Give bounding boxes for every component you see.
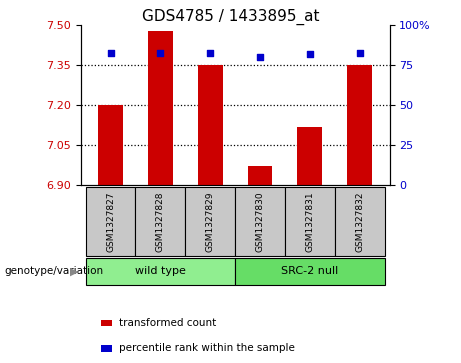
- Text: GSM1327830: GSM1327830: [255, 191, 265, 252]
- Bar: [148, 31, 173, 185]
- Bar: [285, 187, 335, 256]
- Text: GSM1327827: GSM1327827: [106, 191, 115, 252]
- Text: genotype/variation: genotype/variation: [5, 266, 104, 276]
- Point: [107, 50, 114, 56]
- Bar: [248, 167, 272, 185]
- Point: [157, 50, 164, 56]
- Text: GSM1327832: GSM1327832: [355, 191, 364, 252]
- Text: wild type: wild type: [135, 266, 186, 276]
- Bar: [235, 187, 285, 256]
- Bar: [297, 127, 322, 185]
- Bar: [335, 187, 384, 256]
- Text: percentile rank within the sample: percentile rank within the sample: [119, 343, 295, 354]
- Text: GSM1327831: GSM1327831: [305, 191, 314, 252]
- Bar: [235, 258, 384, 285]
- Text: GDS4785 / 1433895_at: GDS4785 / 1433895_at: [142, 9, 319, 25]
- Bar: [198, 65, 223, 185]
- Bar: [136, 187, 185, 256]
- Point: [306, 51, 313, 57]
- Bar: [86, 258, 235, 285]
- Text: transformed count: transformed count: [119, 318, 216, 328]
- Point: [207, 50, 214, 56]
- Bar: [347, 65, 372, 185]
- Text: GSM1327829: GSM1327829: [206, 191, 215, 252]
- Text: GSM1327828: GSM1327828: [156, 191, 165, 252]
- Point: [256, 54, 264, 60]
- Point: [356, 50, 363, 56]
- Text: ▶: ▶: [70, 266, 78, 276]
- Text: SRC-2 null: SRC-2 null: [281, 266, 338, 276]
- Bar: [98, 105, 123, 185]
- Bar: [86, 187, 136, 256]
- Bar: [185, 187, 235, 256]
